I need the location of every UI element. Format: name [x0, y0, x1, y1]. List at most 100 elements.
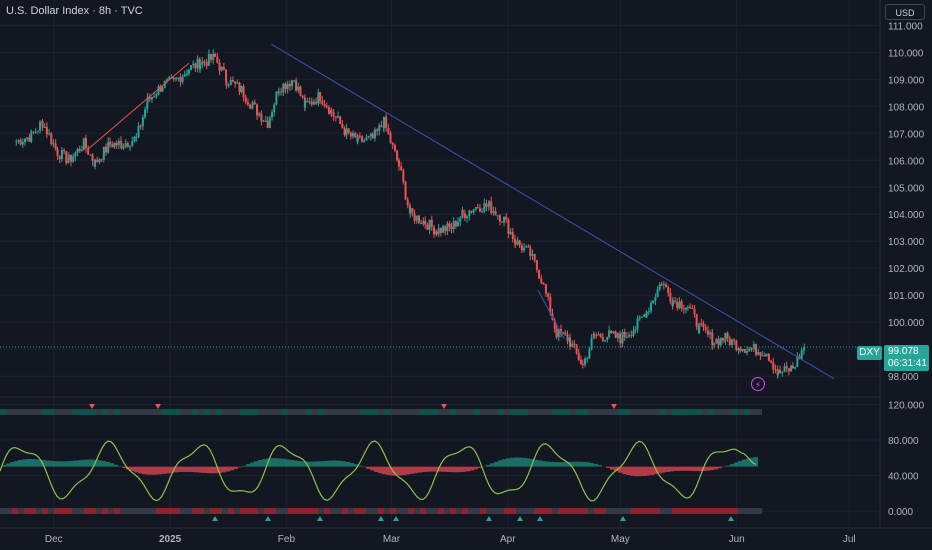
- signal-strip-cell: [228, 409, 234, 415]
- signal-strip-cell: [408, 409, 414, 415]
- signal-strip-cell: [318, 508, 324, 514]
- signal-strip-cell: [36, 409, 42, 415]
- candle-body: [148, 96, 151, 100]
- candle-body: [667, 287, 670, 293]
- signal-strip-cell: [666, 409, 672, 415]
- signal-strip-cell: [438, 409, 444, 415]
- signal-strip-cell: [648, 508, 654, 514]
- candle-body: [614, 331, 617, 338]
- candle-body: [50, 133, 53, 144]
- sell-marker-icon: [89, 404, 95, 409]
- candle-body: [319, 92, 322, 101]
- sell-marker-icon: [611, 404, 617, 409]
- signal-strip-cell: [30, 508, 36, 514]
- candle-body: [111, 144, 114, 148]
- signal-strip-cell: [540, 508, 546, 514]
- signal-strip-cell: [324, 508, 330, 514]
- candle-body: [695, 314, 698, 327]
- candle-body: [150, 96, 153, 100]
- signal-strip-cell: [30, 409, 36, 415]
- signal-strip-cell: [42, 508, 48, 514]
- signal-strip-cell: [402, 508, 408, 514]
- candle-body: [698, 323, 701, 333]
- signal-strip-cell: [516, 409, 522, 415]
- candle-body: [240, 86, 243, 93]
- signal-strip-cell: [714, 409, 720, 415]
- signal-strip-cell: [264, 508, 270, 514]
- candle-body: [457, 221, 460, 227]
- candle-body: [155, 94, 158, 97]
- candle-body: [185, 73, 188, 75]
- candle-body: [376, 129, 379, 131]
- candle-body: [258, 113, 261, 116]
- candle-body: [757, 352, 760, 355]
- candle-body: [658, 284, 661, 290]
- candle-body: [612, 331, 615, 334]
- signal-strip-cell: [120, 409, 126, 415]
- candle-body: [190, 65, 193, 70]
- candle-body: [266, 120, 269, 128]
- signal-strip-cell: [738, 409, 744, 415]
- signal-strip-cell: [468, 508, 474, 514]
- candle-body: [656, 289, 659, 298]
- candle-body: [87, 148, 90, 155]
- currency-button[interactable]: USD: [885, 4, 925, 20]
- candle-body: [737, 348, 740, 351]
- candle-body: [26, 137, 29, 139]
- candle-body: [459, 218, 462, 222]
- candle-body: [498, 215, 501, 222]
- signal-strip-cell: [480, 409, 486, 415]
- osc-tick-label: 80.000: [888, 436, 919, 447]
- candle-body: [704, 327, 707, 331]
- signal-strip-cell: [720, 409, 726, 415]
- candle-body: [785, 366, 788, 369]
- signal-strip-cell: [120, 508, 126, 514]
- signal-strip-cell: [150, 409, 156, 415]
- signal-strip-cell: [90, 409, 96, 415]
- signal-strip-cell: [744, 508, 750, 514]
- time-tick-label: 2025: [159, 534, 182, 545]
- signal-strip-cell: [378, 409, 384, 415]
- candle-body: [67, 154, 70, 161]
- candle-body: [761, 355, 764, 357]
- candle-body: [323, 103, 326, 106]
- candle-body: [496, 215, 499, 217]
- signal-strip-cell: [708, 508, 714, 514]
- signal-strip-cell: [438, 508, 444, 514]
- signal-strip-cell: [0, 508, 6, 514]
- candle-body: [590, 338, 593, 350]
- signal-strip-cell: [432, 409, 438, 415]
- signal-strip-cell: [600, 508, 606, 514]
- signal-strip-cell: [72, 508, 78, 514]
- candle-body: [547, 293, 550, 297]
- signal-strip-cell: [12, 508, 18, 514]
- candle-body: [133, 137, 136, 142]
- signal-strip-cell: [426, 508, 432, 514]
- candle-body: [478, 208, 481, 212]
- candle-body: [80, 150, 83, 152]
- candle-body: [82, 138, 85, 151]
- candle-body: [601, 337, 604, 341]
- candle-body: [544, 284, 547, 294]
- signal-strip-cell: [162, 409, 168, 415]
- candle-body: [573, 343, 576, 345]
- signal-strip-cell: [390, 508, 396, 514]
- signal-strip-cell: [168, 409, 174, 415]
- candle-body: [129, 146, 132, 148]
- signal-strip-cell: [420, 508, 426, 514]
- signal-strip-cell: [306, 409, 312, 415]
- candle-body: [253, 102, 256, 105]
- candle-body: [628, 335, 631, 337]
- candle-body: [557, 328, 560, 338]
- lightning-bolt-icon[interactable]: ⚡: [751, 377, 765, 391]
- signal-strip-cell: [324, 409, 330, 415]
- candle-body: [466, 215, 469, 219]
- signal-strip-cell: [72, 409, 78, 415]
- signal-strip-cell: [756, 508, 762, 514]
- signal-strip-cell: [516, 508, 522, 514]
- candle-body: [301, 95, 304, 98]
- signal-strip-cell: [642, 409, 648, 415]
- candle-body: [268, 117, 271, 128]
